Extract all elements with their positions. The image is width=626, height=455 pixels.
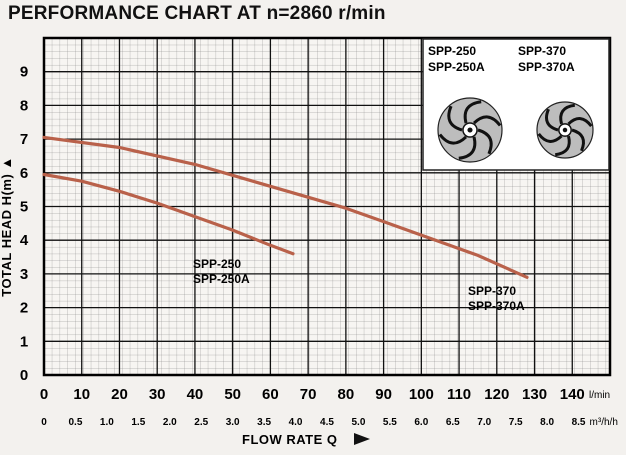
y-tick-label: 8	[20, 97, 28, 114]
inset-model-label: SPP-250A	[428, 60, 485, 74]
series-label: SPP-250A	[193, 272, 250, 286]
impeller-vane	[537, 132, 563, 143]
y-tick-label: 7	[20, 131, 28, 148]
x2-tick-label: 6.5	[446, 417, 460, 428]
x-unit-label: l/min	[589, 390, 610, 401]
y-tick-label: 4	[20, 232, 29, 249]
impeller-vane	[567, 117, 593, 128]
x-tick-label: 10	[73, 386, 90, 403]
x-tick-label: 30	[149, 386, 166, 403]
y-tick-label: 9	[20, 64, 28, 81]
x-tick-label: 60	[262, 386, 279, 403]
y-tick-label: 2	[20, 300, 28, 317]
x-tick-label: 0	[40, 386, 48, 403]
x-tick-label: 70	[300, 386, 317, 403]
y-tick-label: 3	[20, 266, 28, 283]
x2-tick-label: 2.5	[194, 417, 208, 428]
x-tick-label: 120	[484, 386, 509, 403]
x2-tick-label: 1.0	[100, 417, 114, 428]
x2-tick-label: 6.0	[414, 417, 428, 428]
curves	[42, 135, 529, 279]
series-label: SPP-250	[193, 257, 241, 271]
x-axis-title: FLOW RATE Q	[242, 432, 338, 447]
impeller-vane	[472, 115, 502, 127]
impeller-vane	[463, 100, 482, 124]
impeller-vane	[559, 103, 576, 125]
impeller-vane	[458, 136, 477, 160]
x2-tick-label: 2.0	[163, 417, 177, 428]
y-tick-label: 1	[20, 333, 28, 350]
impeller-370-icon	[536, 101, 594, 159]
impeller-250-icon	[437, 97, 503, 163]
y-tick-label: 0	[20, 367, 28, 384]
x2-tick-label: 3.0	[226, 417, 240, 428]
x-tick-label: 110	[447, 386, 471, 403]
impeller-inset: SPP-250 SPP-250A SPP-370 SPP-370A	[422, 38, 610, 171]
x2-tick-label: 3.5	[257, 417, 271, 428]
impeller-vane	[571, 128, 585, 152]
x2-tick-label: 7.0	[477, 417, 491, 428]
axes: 0 1 2 3 4 5 6 7 8 9 TOTAL HEAD H(m) ▲ 0 10 20 30 40 50 60…	[0, 64, 618, 447]
chart-title: PERFORMANCE CHART AT n=2860 r/min	[8, 3, 386, 24]
x2-tick-label: 1.5	[131, 417, 145, 428]
x-tick-label: 90	[375, 386, 392, 403]
x-tick-label: 80	[338, 386, 355, 403]
y-tick-label: 6	[20, 165, 28, 182]
impeller-vane	[545, 108, 559, 132]
series-label: SPP-370	[468, 284, 516, 298]
impeller-vane	[438, 133, 468, 145]
curve-series-1	[42, 172, 295, 256]
x2-tick-label: 0.5	[68, 417, 82, 428]
grid	[42, 36, 612, 377]
x2-tick-label: 8.0	[540, 417, 554, 428]
x-tick-label: 50	[224, 386, 241, 403]
inset-model-label: SPP-370A	[518, 60, 575, 74]
x2-tick-label: 5.5	[383, 417, 397, 428]
impeller-vane	[447, 105, 463, 132]
x-axis-arrow-icon	[354, 433, 370, 445]
x2-tick-label: 4.5	[320, 417, 334, 428]
x-tick-label: 40	[187, 386, 204, 403]
x-tick-label: 130	[522, 386, 547, 403]
y-tick-label: 5	[20, 199, 28, 216]
plot-frame	[42, 36, 612, 377]
x2-tick-label: 4.0	[289, 417, 303, 428]
y-axis-title: TOTAL HEAD H(m) ▲	[0, 156, 14, 297]
impeller-vane	[554, 135, 571, 157]
x-tick-label: 100	[409, 386, 434, 403]
x2-tick-label: 8.5	[572, 417, 586, 428]
x2-unit-label: m³/h/h	[590, 417, 618, 428]
inset-model-label: SPP-370	[518, 44, 566, 58]
x2-tick-label: 7.5	[509, 417, 523, 428]
impeller-bore	[562, 127, 568, 133]
impeller-bore	[467, 127, 473, 133]
x2-tick-label: 5.0	[351, 417, 365, 428]
curve-series-2	[42, 135, 529, 279]
impeller-vane	[477, 128, 493, 155]
x2-tick-label: 0	[41, 417, 47, 428]
x-tick-label: 20	[111, 386, 128, 403]
series-label: SPP-370A	[468, 299, 525, 313]
inset-model-label: SPP-250	[428, 44, 476, 58]
x-tick-label: 140	[560, 386, 585, 403]
